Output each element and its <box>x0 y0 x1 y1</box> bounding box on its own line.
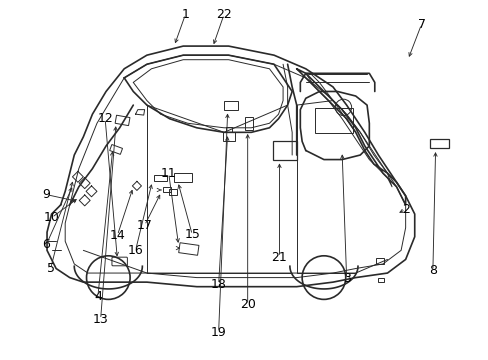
Text: 9: 9 <box>42 188 50 201</box>
Bar <box>314 108 353 133</box>
Bar <box>429 139 448 148</box>
Text: 10: 10 <box>43 211 60 224</box>
Text: 11: 11 <box>161 167 176 180</box>
Bar <box>115 115 130 126</box>
Text: 2: 2 <box>401 203 409 216</box>
Text: 14: 14 <box>109 229 125 242</box>
Text: 7: 7 <box>417 18 425 31</box>
Bar <box>272 141 296 159</box>
Bar <box>375 258 384 264</box>
Bar <box>222 132 235 140</box>
Text: 17: 17 <box>137 219 152 232</box>
Text: 8: 8 <box>428 264 436 277</box>
Text: 20: 20 <box>239 298 255 311</box>
Bar <box>378 278 383 282</box>
Text: 22: 22 <box>216 8 231 21</box>
Text: 16: 16 <box>127 244 143 257</box>
Bar <box>163 187 171 192</box>
Bar <box>174 173 192 182</box>
Text: 13: 13 <box>93 313 108 326</box>
Bar <box>224 100 237 110</box>
Text: 6: 6 <box>42 238 50 251</box>
Bar <box>178 243 199 255</box>
Text: 1: 1 <box>181 8 189 21</box>
Text: 4: 4 <box>94 290 102 303</box>
Bar <box>168 189 177 194</box>
Bar <box>109 144 122 154</box>
Text: 18: 18 <box>210 278 226 291</box>
Bar <box>226 127 231 132</box>
Text: 19: 19 <box>210 325 226 338</box>
Text: 3: 3 <box>342 272 350 285</box>
Text: 5: 5 <box>46 262 55 275</box>
Text: 15: 15 <box>184 229 200 242</box>
Text: 21: 21 <box>271 251 287 264</box>
Text: 12: 12 <box>97 112 113 125</box>
Bar <box>153 175 167 181</box>
Bar <box>245 117 252 130</box>
